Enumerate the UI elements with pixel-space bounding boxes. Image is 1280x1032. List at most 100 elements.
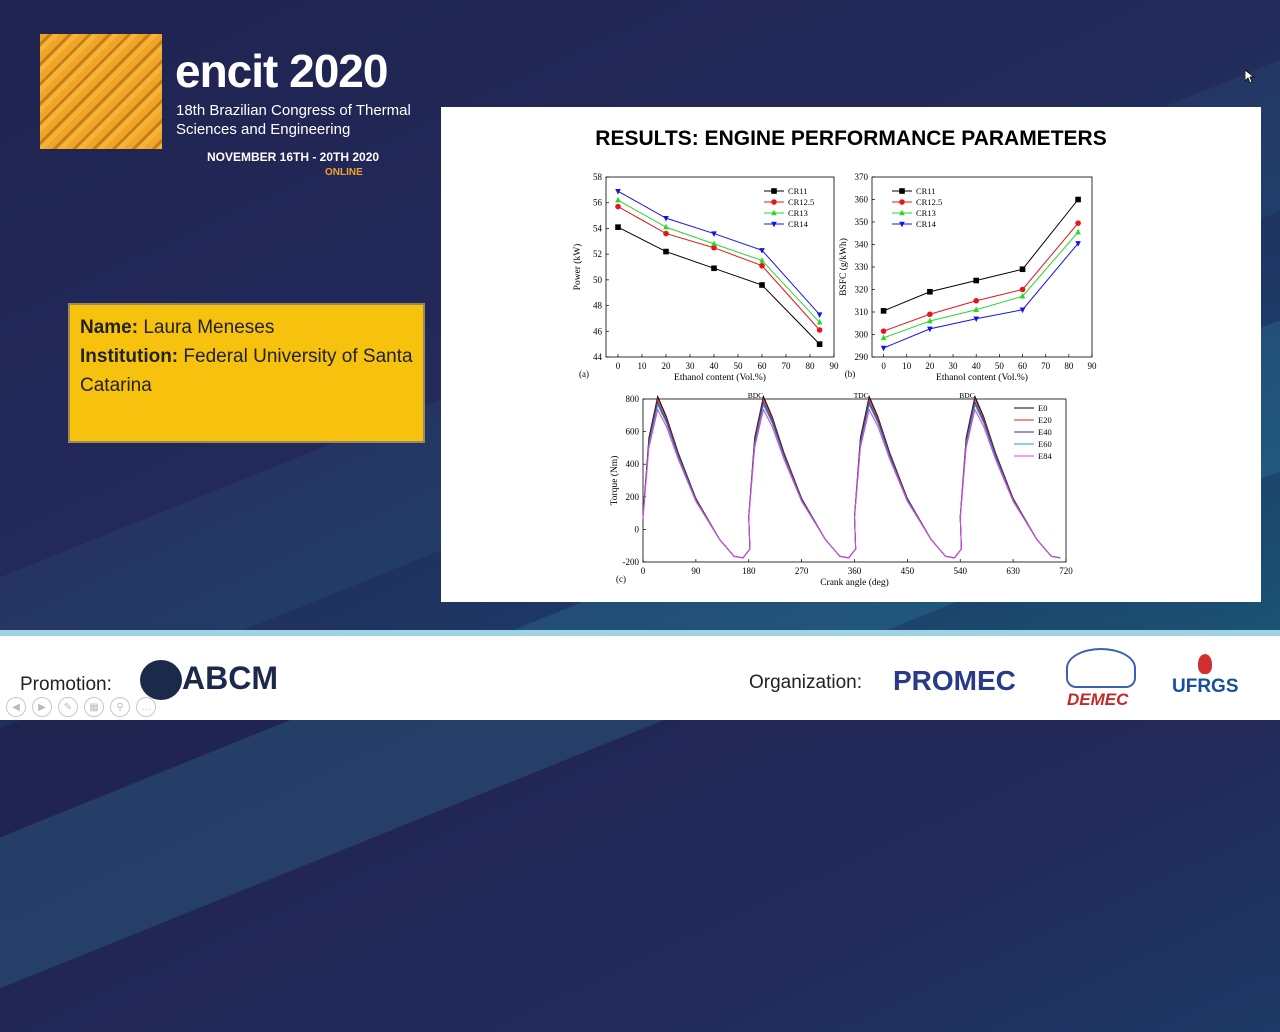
data-point (973, 277, 980, 284)
data-point (711, 244, 717, 251)
panel-label: (c) (616, 574, 626, 584)
y-tick-label: 52 (593, 249, 602, 259)
data-point (1075, 196, 1081, 203)
ufrgs-flame-icon (1198, 654, 1212, 674)
legend-label: CR11 (916, 186, 936, 196)
conference-subtitle: 18th Brazilian Congress of Thermal Scien… (176, 101, 411, 139)
data-point (663, 230, 669, 237)
legend-label: E20 (1038, 415, 1052, 425)
panel-label: (a) (579, 369, 589, 379)
plot-frame (642, 398, 1067, 563)
y-tick-label: 44 (593, 352, 603, 362)
data-point (880, 345, 887, 352)
legend-label: CR12.5 (916, 197, 942, 207)
x-tick-label: 20 (662, 361, 672, 371)
torque-series-line (642, 408, 1061, 559)
y-axis-label: BSFC (g/kWh) (838, 238, 849, 296)
subtitle-line-2: Sciences and Engineering (176, 121, 351, 138)
data-point (1075, 241, 1081, 247)
legend-label: CR11 (788, 186, 808, 196)
organization-label: Organization: (749, 672, 863, 693)
encit-logo (40, 34, 162, 149)
series-line (883, 231, 1079, 339)
x-tick-label: 540 (954, 566, 968, 576)
x-tick-label: 30 (949, 361, 959, 371)
slide-panel: RESULTS: ENGINE PERFORMANCE PARAMETERS 0… (441, 107, 1261, 602)
data-point (759, 282, 765, 288)
x-tick-label: 70 (1041, 361, 1051, 371)
x-tick-label: 40 (972, 361, 982, 371)
x-tick-label: 80 (1064, 361, 1074, 371)
x-tick-label: 80 (806, 361, 816, 371)
x-axis-label: Crank angle (deg) (820, 577, 889, 588)
panel-label: (b) (845, 369, 856, 379)
data-point (973, 306, 980, 312)
presenter-institution: Federal University of Santa Catarina (80, 346, 413, 396)
charts-canvas: 0 10 20 30 40 50 60 70 80 90 44 46 48 50 52 54 56 58 Ethan… (572, 172, 1097, 588)
x-axis-label: Ethanol content (Vol.%) (674, 372, 766, 383)
cycle-annotation: TDC (854, 391, 869, 400)
data-point (1019, 266, 1026, 273)
y-tick-label: 320 (855, 285, 869, 295)
footer-divider (0, 630, 1280, 636)
y-tick-label: 54 (593, 223, 603, 233)
legend-marker (899, 199, 905, 205)
data-point (816, 341, 823, 347)
y-tick-label: 350 (855, 217, 869, 227)
data-point (711, 231, 717, 237)
x-tick-label: 90 (691, 566, 701, 576)
data-point (615, 196, 621, 203)
more-options-icon[interactable]: … (136, 697, 156, 717)
y-tick-label: 340 (855, 240, 869, 250)
y-tick-label: 58 (593, 172, 603, 182)
cycle-annotation: BDC (748, 391, 763, 400)
x-tick-label: 270 (795, 566, 809, 576)
data-point (663, 215, 669, 222)
institution-label: Institution: (80, 346, 179, 367)
legend-marker (771, 209, 777, 216)
demec-logo-graphic (1066, 648, 1136, 688)
cycle-annotation: BDC (959, 391, 974, 400)
prev-slide-icon[interactable]: ◀ (6, 697, 26, 717)
y-tick-label: 56 (593, 198, 603, 208)
presenter-info-box: Name: Laura Meneses Institution: Federal… (68, 303, 425, 443)
legend-marker (899, 221, 905, 228)
promotion-label: Promotion: (20, 674, 112, 695)
data-point (927, 311, 933, 318)
legend-marker (899, 188, 905, 194)
y-tick-label: 48 (593, 301, 603, 311)
y-tick-label: 300 (855, 330, 869, 340)
name-label: Name: (80, 317, 139, 338)
x-tick-label: 90 (830, 361, 840, 371)
series-line (883, 222, 1079, 332)
x-tick-label: 50 (734, 361, 744, 371)
data-point (816, 327, 823, 333)
next-slide-icon[interactable]: ▶ (32, 697, 52, 717)
slides-grid-icon[interactable]: ▦ (84, 697, 104, 717)
data-point (1075, 228, 1081, 235)
x-tick-label: 60 (758, 361, 768, 371)
data-point (615, 188, 621, 195)
legend-label: CR13 (788, 208, 808, 218)
series-line (883, 243, 1079, 349)
x-tick-label: 180 (742, 566, 756, 576)
data-point (759, 248, 765, 254)
zoom-icon[interactable]: ⚲ (110, 697, 130, 717)
data-point (927, 317, 933, 324)
torque-series-line (642, 403, 1061, 559)
data-point (1019, 292, 1026, 299)
legend-label: CR13 (916, 208, 936, 218)
promec-logo: PROMEC (893, 665, 1016, 696)
y-axis-label: Torque (Nm) (609, 456, 620, 506)
legend-marker (771, 199, 777, 205)
x-tick-label: 450 (901, 566, 915, 576)
abcm-logo-text: ABCM (182, 660, 278, 696)
pen-icon[interactable]: ✎ (58, 697, 78, 717)
y-tick-label: 46 (593, 326, 603, 336)
series-line (617, 226, 820, 345)
legend-label: E0 (1038, 403, 1047, 413)
ufrgs-logo: UFRGS (1172, 676, 1239, 697)
data-point (1075, 220, 1081, 226)
x-tick-label: 10 (902, 361, 912, 371)
data-point (759, 262, 765, 269)
